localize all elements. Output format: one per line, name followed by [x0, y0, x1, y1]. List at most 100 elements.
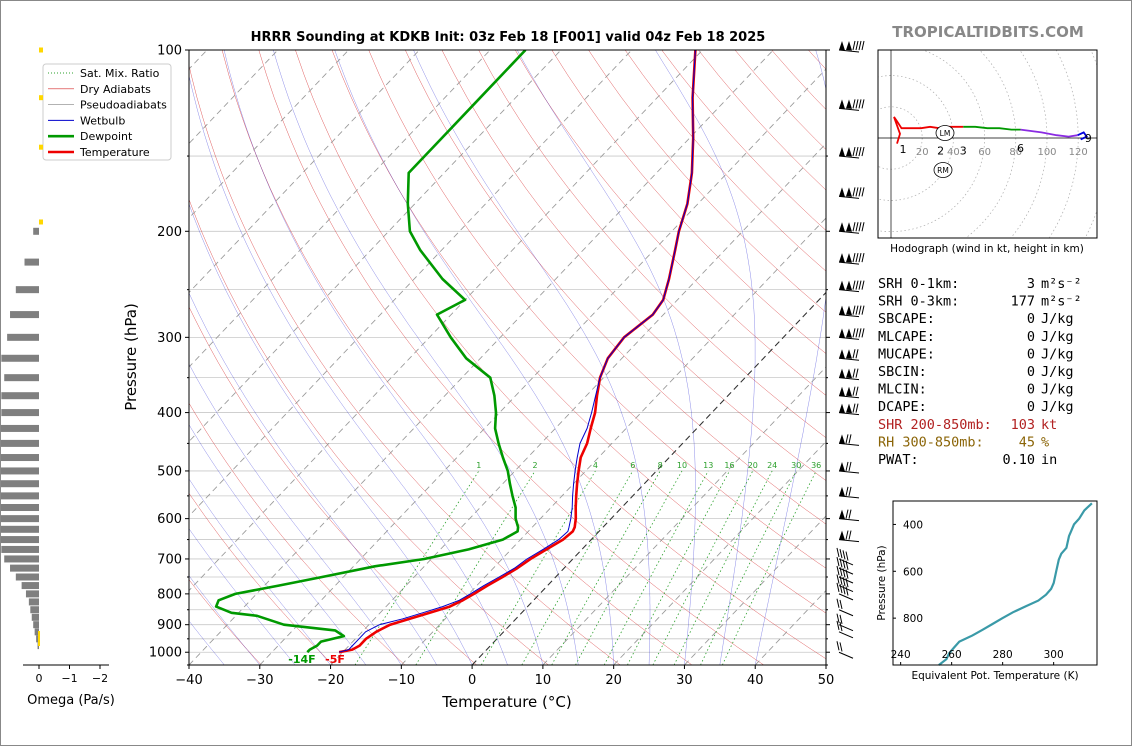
- barb-pennant: [839, 328, 845, 338]
- barb-pennant: [846, 403, 852, 414]
- pseudoadiabat-line: [273, 50, 579, 665]
- wind-barb: [838, 99, 865, 111]
- omega-bar: [31, 613, 39, 621]
- legend-entry-label: Dry Adiabats: [80, 83, 151, 96]
- barb-flag: [848, 434, 852, 444]
- index-value: 45: [1019, 434, 1035, 450]
- theta-e-line: [938, 502, 1093, 666]
- barb-flag: [836, 582, 840, 592]
- wind-barb: [838, 328, 865, 340]
- hodograph-ring-label: 120: [1069, 147, 1088, 158]
- barb-flag: [836, 598, 840, 608]
- series-dewpoint-line: [214, 50, 527, 654]
- omega-bar: [0, 480, 39, 488]
- wind-barb: [838, 368, 860, 381]
- barb-staff: [838, 412, 860, 416]
- barb-flag: [852, 280, 856, 290]
- barb-staff: [838, 651, 854, 659]
- barb-pennant: [839, 253, 845, 263]
- hodograph-ring-label: 20: [916, 147, 929, 158]
- barb-pennant: [839, 368, 845, 379]
- omega-bar: [1, 392, 39, 400]
- theta-e-y-tick-label: 800: [903, 613, 923, 625]
- omega-bar: [36, 635, 39, 643]
- omega-bar: [24, 258, 39, 266]
- omega-bar: [30, 606, 39, 614]
- y-tick-label: 800: [157, 587, 182, 602]
- barb-flag: [836, 574, 840, 584]
- index-label: SRH 0-3km:: [878, 294, 959, 310]
- barb-flag: [836, 557, 840, 567]
- omega-bar: [0, 492, 39, 500]
- pseudoadiabat-line: [223, 50, 544, 665]
- barb-flag: [855, 305, 859, 315]
- pseudoadiabat-line: [655, 50, 756, 665]
- legend-entry-label: Dewpoint: [80, 130, 133, 143]
- wind-barb: [836, 557, 854, 575]
- omega-bar: [0, 525, 40, 533]
- barb-pennant: [839, 222, 845, 232]
- isotherm-line: [189, 50, 491, 368]
- mixing-ratio-label: 24: [767, 461, 777, 470]
- hodograph-trace: [1077, 131, 1089, 141]
- barb-flag: [855, 99, 859, 109]
- index-value: 0: [1027, 399, 1035, 415]
- barb-flag: [852, 146, 856, 157]
- index-value: 3: [1027, 276, 1035, 292]
- index-unit: J/kg: [1041, 311, 1074, 327]
- isotherm-line: [542, 366, 826, 665]
- index-label: SBCIN:: [878, 364, 927, 380]
- storm-motion-label: LM: [940, 129, 951, 138]
- omega-panel: 0 −1 −2 Omega (Pa/s): [0, 47, 115, 708]
- barb-flag: [855, 403, 859, 413]
- barb-pennant: [846, 328, 852, 338]
- index-value: 0.10: [1002, 452, 1035, 468]
- barb-staff: [838, 336, 860, 340]
- pseudoadiabat-line: [189, 424, 367, 665]
- barb-pennant: [846, 280, 852, 291]
- barb-flag: [845, 551, 849, 561]
- barb-flag: [855, 386, 859, 396]
- barb-pennant: [839, 386, 845, 397]
- isotherm-line: [330, 142, 826, 665]
- barb-pennant: [839, 280, 845, 291]
- dry-adiabat-line: [295, 50, 826, 660]
- series-wetbulb-line: [338, 50, 696, 653]
- hodograph-height-label: 6: [1017, 142, 1024, 155]
- index-label: SRH 0-1km:: [878, 276, 959, 292]
- omega-bar: [15, 573, 39, 581]
- barb-flag: [848, 486, 852, 496]
- barb-pennant: [839, 41, 845, 51]
- omega-bar: [4, 555, 40, 563]
- barb-flag: [855, 349, 859, 359]
- barb-pennant: [839, 403, 845, 414]
- index-unit: m²s⁻²: [1041, 294, 1082, 310]
- barb-flag: [855, 368, 859, 378]
- surface-temperature-label: -5F: [325, 653, 345, 666]
- dry-adiabat-line: [189, 579, 262, 665]
- dry-adiabat-line: [221, 50, 693, 665]
- index-unit: J/kg: [1041, 346, 1074, 362]
- barb-staff: [838, 357, 860, 361]
- y-tick-label: 200: [157, 225, 182, 240]
- index-value: 0: [1027, 364, 1035, 380]
- mixing-ratio-label: 6: [630, 461, 635, 470]
- barb-pennant: [839, 434, 845, 444]
- omega-tick-label: −2: [92, 672, 108, 685]
- index-label: MUCAPE:: [878, 346, 935, 362]
- dry-adiabat-line: [551, 50, 826, 354]
- dry-adiabat-line: [478, 50, 826, 439]
- hodograph-height-label: 3: [960, 145, 967, 158]
- omega-bar: [0, 504, 39, 512]
- dry-adiabat-line: [331, 50, 826, 614]
- barb-staff: [838, 442, 860, 446]
- index-label: MLCAPE:: [878, 329, 935, 345]
- barb-flag: [852, 403, 856, 413]
- barb-staff: [838, 631, 854, 639]
- hodograph-height-label: 2: [937, 145, 944, 158]
- barb-pennant: [846, 368, 852, 379]
- wind-barb: [836, 620, 854, 639]
- hodograph-ring-label: 100: [1037, 147, 1056, 158]
- isotherm-line: [259, 68, 826, 665]
